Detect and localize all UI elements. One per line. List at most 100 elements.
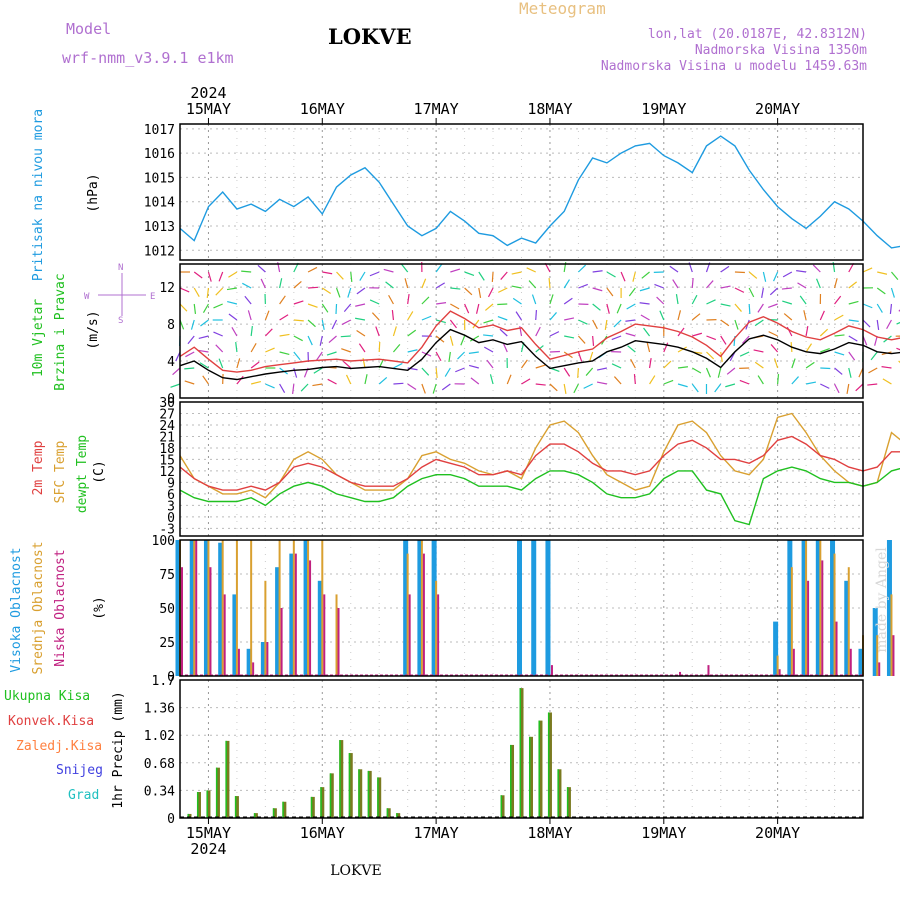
wind-barb [392, 326, 397, 337]
wind-barb [663, 379, 674, 385]
y-tick-label: 1015 [144, 171, 175, 186]
wind-barb [391, 309, 395, 321]
wind-barb [356, 330, 366, 337]
wind-barb [656, 296, 665, 305]
precip-bar-edge [358, 769, 360, 818]
elevation: Nadmorska Visina 1350m [695, 43, 867, 58]
legend-total: Ukupna Kisa [4, 689, 90, 704]
wind-barb [748, 271, 758, 279]
high-cloud-bar [232, 594, 238, 676]
wind-barb [717, 367, 722, 378]
legend-snow: Snijeg [56, 763, 103, 778]
wind-barb [491, 271, 494, 283]
wind-barb [834, 314, 844, 321]
wind-barb [484, 346, 494, 353]
wind-barb [739, 351, 750, 357]
wind-barb [347, 287, 352, 298]
precip-bar-edge [510, 744, 512, 818]
wind-barb [675, 294, 679, 305]
wind-barb [436, 302, 447, 305]
wind-barb [890, 271, 899, 281]
mid-cloud-bar [805, 540, 808, 676]
pressure-panel: 1012 1013 1014 1015 1016 1017 [144, 123, 900, 261]
precip-bar [538, 720, 543, 818]
mid-cloud-bar [250, 540, 253, 676]
wind-barb [677, 383, 688, 388]
high-cloud-bar [260, 642, 266, 676]
wind-barb [321, 319, 325, 330]
pressure-label: Pritisak na nivou mora [31, 109, 46, 281]
precip-bar-edge [234, 796, 237, 818]
mid-cloud-bar [264, 580, 267, 676]
wind-barb [199, 362, 209, 369]
wind-barb [592, 270, 603, 273]
wind-speed-line [179, 328, 900, 381]
y-tick-label: 1012 [144, 244, 175, 259]
cloud-ylabel: Visoka Oblacnost Srednja Oblacnost Niska… [9, 541, 107, 674]
wind-barb [592, 335, 595, 347]
wind-barb [564, 317, 575, 321]
wind-barb [213, 331, 223, 337]
wind-barb [659, 310, 665, 321]
wind-barb [511, 285, 522, 289]
wind-barb [535, 364, 546, 369]
wind-barb [307, 335, 313, 346]
precip-bar-edge [272, 808, 275, 818]
wind-barb [677, 310, 682, 321]
wind-barb [889, 303, 893, 315]
high-cloud-bar [403, 540, 409, 676]
wind-barb [444, 367, 451, 377]
low-cloud-bar [209, 567, 212, 676]
wind-barb [742, 335, 750, 344]
wind-panel: 0 4 8 12 [159, 261, 900, 407]
precip-bar-edge [348, 753, 351, 818]
wind-barb [307, 303, 318, 308]
high-cloud-bar [844, 580, 850, 676]
precip-bar-edge [386, 808, 389, 818]
cloud-panel: 0 25 50 75 100 [152, 534, 895, 685]
wind-barb [486, 359, 494, 369]
precip-bar [206, 790, 211, 818]
wind-barb [358, 343, 366, 353]
wind-barb [757, 375, 764, 385]
legend-frozen: Zaledj.Kisa [16, 739, 102, 754]
wind-barb [596, 381, 607, 385]
panel-frame [179, 263, 864, 399]
wind-barb [768, 303, 778, 308]
high-cloud-bar [886, 540, 892, 676]
wind-barb [862, 267, 873, 273]
low-cloud-bar [892, 635, 895, 676]
mid-cloud-bar [420, 540, 423, 676]
low-cloud-bar [195, 540, 198, 676]
wind-barb [193, 287, 200, 297]
wind-ylabel: 10m Vjetar Brzina i Pravac (m/s) N E S W [31, 263, 155, 391]
wind-barb [264, 328, 273, 337]
precip-unit: 1hr Precip (mm) [111, 691, 126, 808]
y-tick-label: 75 [159, 568, 175, 583]
wind-barb [455, 367, 465, 373]
wind-barb [769, 287, 779, 296]
wind-barb [876, 303, 883, 313]
y-tick-label: 12 [159, 465, 175, 480]
precip-bar [310, 796, 315, 818]
mid-cloud-bar [221, 540, 224, 676]
wind-barb [260, 278, 266, 289]
wind-barb [506, 374, 512, 385]
wind-barb [691, 277, 694, 289]
wind-barb [228, 271, 238, 278]
wind-barb [578, 319, 588, 325]
y-tick-label: 1017 [144, 123, 175, 138]
bottom-year-label: 2024 [190, 840, 226, 858]
wind-barb [834, 383, 840, 394]
wind-barb [487, 287, 494, 298]
wind-barb [497, 303, 508, 306]
wind-barb [855, 383, 864, 392]
high-cloud-bar [246, 648, 252, 676]
wind-barb [257, 264, 266, 273]
wind-barb [401, 263, 409, 273]
wind-barb [874, 335, 878, 346]
wind-barb [236, 358, 241, 369]
precip-bar [547, 712, 552, 818]
wind-barb [457, 351, 466, 360]
